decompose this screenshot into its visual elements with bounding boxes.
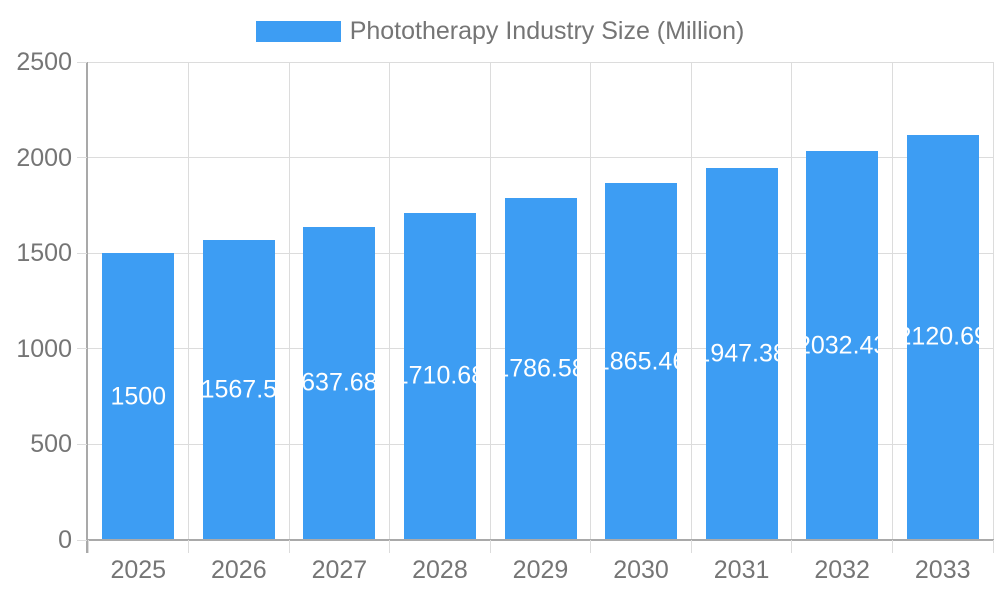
x-tick-mark [690, 540, 692, 553]
x-tick-mark [389, 540, 391, 553]
gridline-vertical [188, 62, 190, 540]
x-tick-label-2032: 2032 [814, 556, 870, 584]
bar-2025[interactable]: 1500 [102, 253, 175, 540]
y-tick-mark [77, 61, 87, 63]
y-tick-mark [77, 443, 87, 445]
x-tick-label-2027: 2027 [311, 556, 368, 584]
bar-2029[interactable]: 1786.58 [504, 198, 577, 540]
bar-2033[interactable]: 2120.69 [906, 134, 979, 540]
bar-value-label: 2032.43 [806, 331, 878, 360]
bar-2032[interactable]: 2032.43 [806, 151, 879, 540]
y-tick-label: 1000 [16, 334, 72, 363]
bar-value-label: 1865.46 [605, 347, 677, 376]
y-tick-mark [77, 252, 87, 254]
x-tick-mark [489, 540, 491, 553]
x-tick-label-2028: 2028 [412, 556, 468, 584]
bar-value-label: 1500 [110, 382, 167, 411]
bar-value-label: 1567.5 [202, 375, 275, 404]
bar-2031[interactable]: 1947.38 [705, 167, 778, 540]
x-tick-mark [87, 540, 89, 553]
gridline-vertical [590, 62, 592, 540]
gridline-vertical [288, 62, 290, 540]
bar-2027[interactable]: 1637.687 [303, 226, 376, 540]
gridline-vertical [992, 62, 994, 540]
x-tick-label-2026: 2026 [211, 556, 267, 584]
gridline-vertical [690, 62, 692, 540]
x-tick-label-2033: 2033 [914, 556, 971, 584]
x-tick-mark [891, 540, 893, 553]
bar-value-label: 1710.68 [404, 361, 476, 390]
y-tick-label: 0 [58, 526, 72, 554]
gridline-horizontal [88, 61, 993, 63]
bar-value-label: 1786.58 [505, 354, 577, 383]
gridline-vertical [389, 62, 391, 540]
y-tick-label: 2500 [16, 48, 72, 76]
x-tick-mark [791, 540, 793, 553]
chart-legend[interactable]: Phototherapy Industry Size (Million) [0, 17, 1000, 46]
y-tick-label: 500 [30, 430, 72, 459]
y-tick-mark [77, 157, 87, 159]
plot-area: 1500 1567.5 1637.687 1710.68 1786.58 1865.46 1… [88, 61, 994, 540]
x-tick-mark [590, 540, 592, 553]
bar-2028[interactable]: 1710.68 [403, 212, 476, 540]
x-tick-label-2030: 2030 [613, 556, 669, 584]
y-axis-line [86, 62, 88, 553]
bar-value-label: 1637.687 [303, 368, 376, 397]
gridline-vertical [489, 62, 491, 540]
bar-2026[interactable]: 1567.5 [202, 240, 275, 540]
x-tick-mark [992, 540, 994, 553]
x-tick-label-2029: 2029 [512, 556, 569, 584]
bar-value-label: 1947.38 [706, 339, 778, 368]
gridline-vertical [891, 62, 893, 540]
legend-label: Phototherapy Industry Size (Million) [349, 17, 745, 45]
x-tick-mark [188, 540, 190, 553]
gridline-vertical [791, 62, 793, 540]
x-tick-label-2031: 2031 [713, 556, 770, 584]
y-tick-label: 1500 [16, 239, 72, 268]
gridline-horizontal [88, 157, 993, 159]
x-axis-line [86, 539, 994, 541]
bar-2030[interactable]: 1865.46 [605, 183, 678, 540]
x-tick-label-2025: 2025 [110, 556, 167, 584]
x-tick-mark [288, 540, 290, 553]
legend-swatch-icon [255, 21, 341, 42]
y-tick-mark [77, 539, 87, 541]
y-tick-label: 2000 [16, 143, 72, 172]
bar-value-label: 2120.69 [907, 322, 979, 351]
y-tick-mark [77, 348, 87, 350]
